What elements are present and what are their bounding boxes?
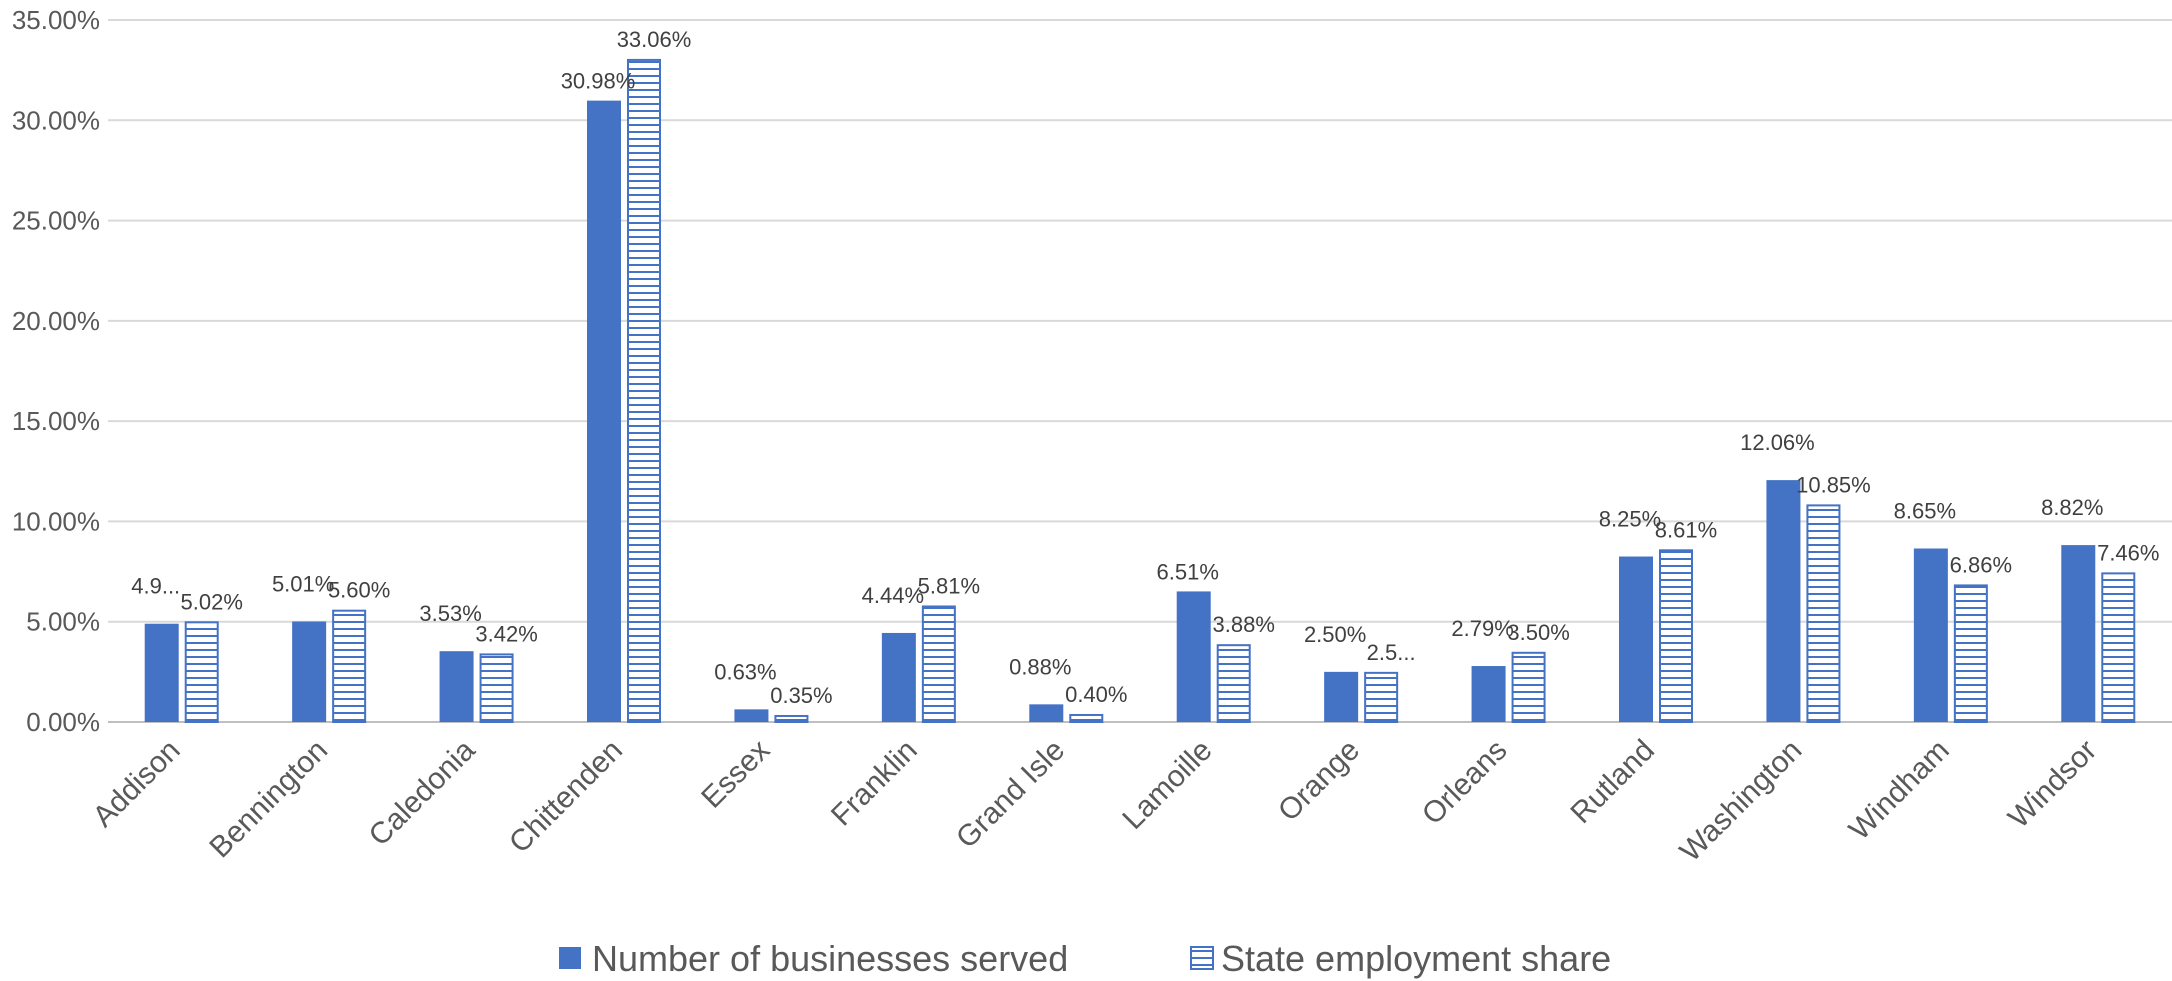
data-label-series-2: 5.02% [181,589,243,614]
bar-series-1 [1176,591,1211,722]
data-label-series-2: 3.88% [1213,612,1275,637]
bar-series-1 [1029,704,1064,722]
y-tick-label: 0.00% [26,707,100,737]
legend: Number of businesses served State employ… [559,938,1611,979]
y-tick-label: 10.00% [12,506,100,536]
bar-series-1 [144,623,179,722]
data-label-series-2: 0.40% [1065,682,1127,707]
data-label-series-2: 33.06% [617,27,692,52]
bar-series-1 [881,632,916,722]
bar-series-1 [439,651,474,722]
y-tick-label: 20.00% [12,306,100,336]
bar-series-1 [2061,545,2096,722]
data-label-series-1: 30.98% [561,69,636,94]
x-tick-label: Windsor [2002,734,2103,835]
x-axis: Addison Bennington Caledonia Chittenden Esse… [87,733,2104,868]
y-tick-label: 25.00% [12,206,100,236]
bar-series-2 [1511,651,1546,723]
bar-series-2 [184,621,219,724]
data-label-series-2: 5.81% [918,573,980,598]
gridlines [108,19,2172,723]
bar-series-1 [1913,548,1948,722]
data-label-series-1: 4.9... [131,574,180,599]
bar-series-2 [1659,549,1693,723]
data-label-series-1: 8.82% [2041,495,2103,520]
bar-series-2 [1216,644,1251,723]
bar-series-2 [332,609,367,723]
bar-series-2 [774,714,809,723]
x-tick-label: Grand Isle [950,734,1071,855]
y-tick-label: 5.00% [26,607,100,637]
bar-series-2 [1069,713,1104,724]
data-label-series-1: 6.51% [1157,559,1219,584]
bar-series-2 [627,58,661,724]
x-tick-label: Bennington [203,734,334,865]
legend-label-series-2: State employment share [1221,938,1611,979]
bar-series-2 [1364,671,1399,723]
data-label-series-1: 12.06% [1740,430,1815,455]
legend-swatch-series-2 [1190,946,1214,970]
data-label-series-1: 3.53% [419,601,481,626]
data-label-series-2: 0.35% [770,683,832,708]
x-tick-label: Addison [87,734,187,834]
bar-series-2 [1806,504,1841,723]
bar-series-1 [734,709,769,722]
x-tick-label: Orleans [1416,734,1514,832]
data-label-series-2: 6.86% [1950,552,2012,577]
bar-series-1 [1324,671,1359,722]
data-label-series-1: 5.01% [272,572,334,597]
data-labels: 4.9...5.02% 5.01%5.60% 3.53%3.42% 30.98% 33.… [131,27,2159,708]
bar-series-1 [292,621,327,722]
x-tick-label: Caledonia [363,733,482,852]
data-label-series-1: 8.25% [1599,507,1661,532]
bar-series-1 [587,100,621,723]
x-tick-label: Franklin [825,734,924,833]
bar-series-1 [1471,666,1506,722]
data-label-series-1: 0.88% [1009,654,1071,679]
y-tick-label: 30.00% [12,105,100,135]
bar-series-2 [921,605,956,724]
data-label-series-1: 4.44% [862,583,924,608]
y-axis: 0.00% 5.00% 10.00% 15.00% 20.00% 25.00% 30.00%… [12,5,100,737]
data-label-series-1: 2.79% [1451,616,1513,641]
data-label-series-2: 3.50% [1507,620,1569,645]
y-tick-label: 15.00% [12,406,100,436]
x-tick-label: Lamoille [1116,734,1218,836]
data-label-series-2: 5.60% [328,578,390,603]
bar-series-1 [1766,480,1801,722]
bars [144,58,2136,724]
legend-label-series-1: Number of businesses served [592,938,1068,979]
x-tick-label: Orange [1272,734,1366,828]
x-tick-label: Rutland [1564,734,1660,830]
data-label-series-2: 3.42% [475,621,537,646]
y-tick-label: 35.00% [12,5,100,35]
x-tick-label: Chittenden [503,734,629,860]
x-tick-label: Washington [1674,734,1809,869]
bar-series-2 [2101,572,2136,723]
x-tick-label: Windham [1843,734,1956,847]
bar-series-2 [1953,584,1988,724]
data-label-series-2: 7.46% [2097,540,2159,565]
data-label-series-1: 2.50% [1304,622,1366,647]
data-label-series-2: 10.85% [1796,472,1871,497]
legend-swatch-series-1 [559,947,581,969]
data-label-series-2: 8.61% [1655,517,1717,542]
data-label-series-2: 2.5... [1367,640,1416,665]
data-label-series-1: 8.65% [1894,499,1956,524]
x-tick-label: Essex [695,734,776,815]
bar-series-2 [479,653,514,723]
data-label-series-1: 0.63% [714,659,776,684]
bar-series-1 [1619,556,1653,722]
